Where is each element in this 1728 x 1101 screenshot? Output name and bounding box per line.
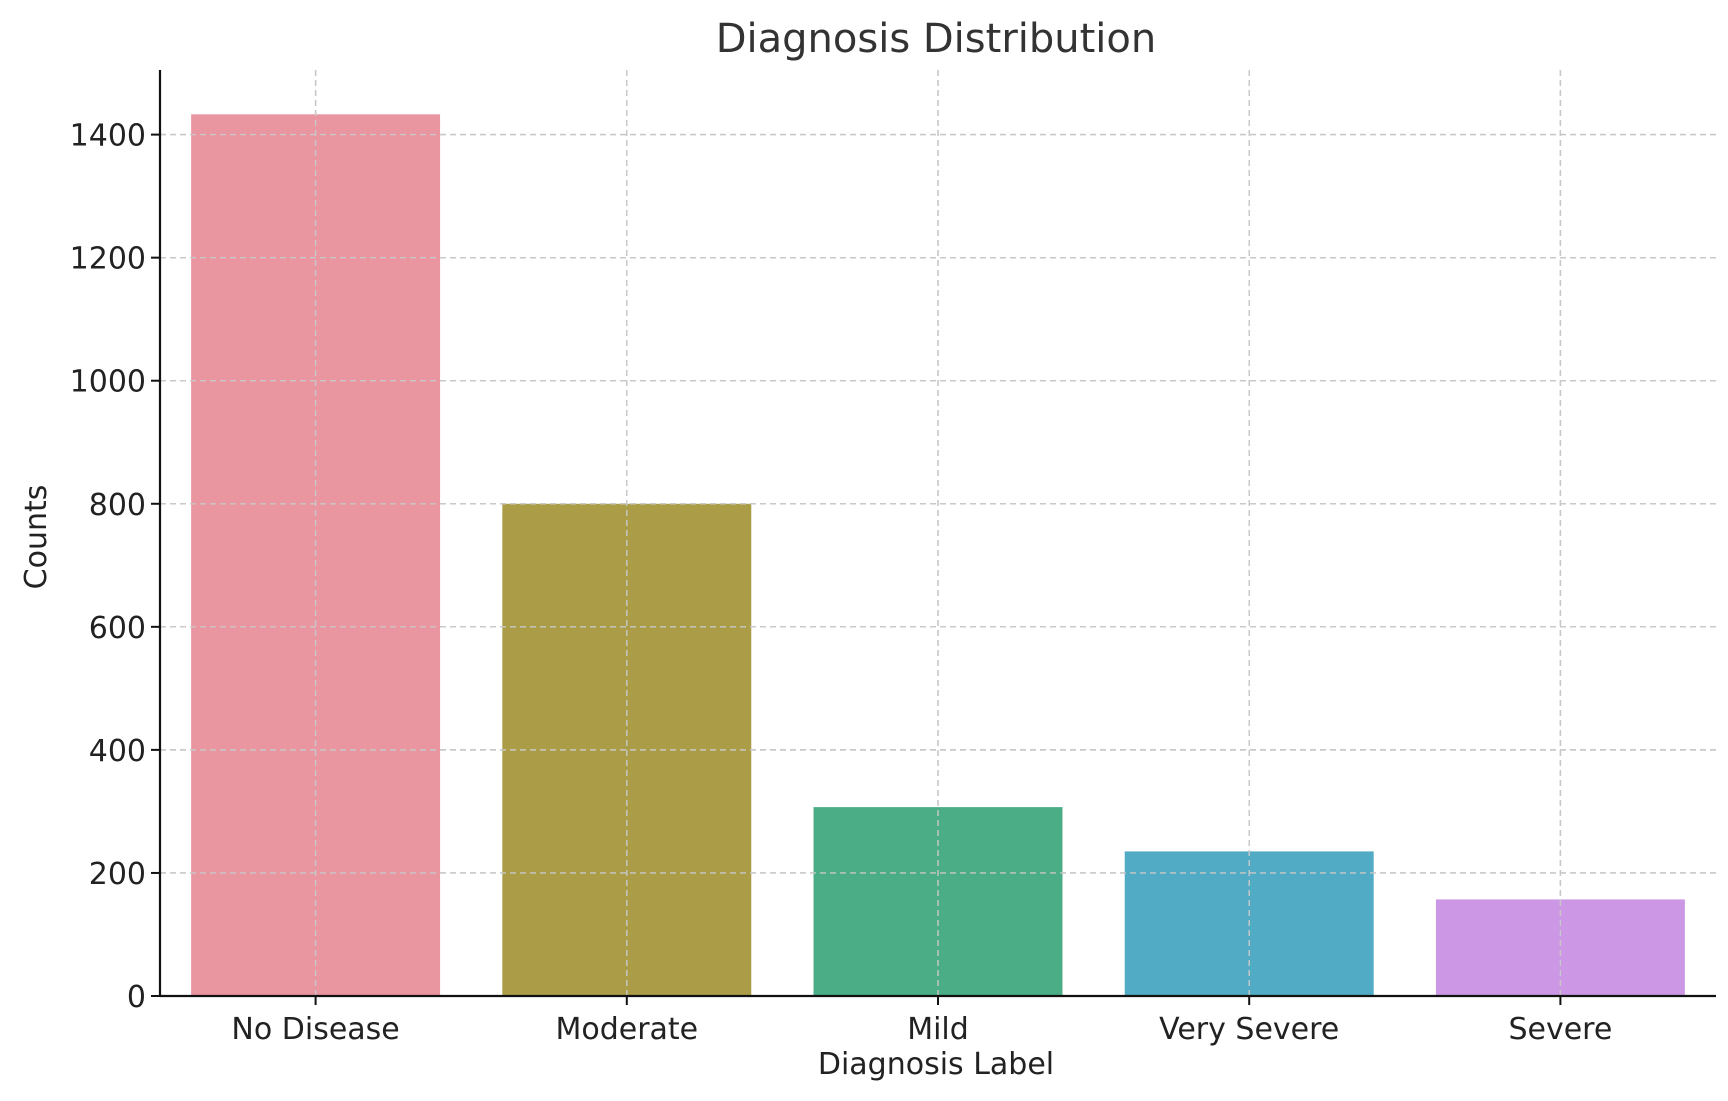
y-tick-label: 400 [89, 734, 146, 769]
x-tick-label: Mild [907, 1012, 969, 1047]
x-tick-label: Severe [1508, 1012, 1612, 1047]
x-axis-label: Diagnosis Label [818, 1047, 1054, 1082]
y-axis-label: Counts [19, 485, 54, 590]
y-tick-label: 1000 [70, 365, 146, 400]
y-tick-label: 0 [127, 980, 146, 1015]
y-tick-label: 200 [89, 857, 146, 892]
bars-layer [160, 70, 1716, 996]
x-tick-label: Moderate [555, 1012, 698, 1047]
ticks-layer: 0 200 400 600 800 1000 1200 1400 No Disease Moder… [70, 119, 1613, 1047]
chart-title: Diagnosis Distribution [716, 16, 1157, 62]
x-tick-label: No Disease [231, 1012, 399, 1047]
y-tick-label: 1200 [70, 242, 146, 277]
y-tick-label: 800 [89, 488, 146, 523]
x-tick-label: Very Severe [1159, 1012, 1339, 1047]
y-tick-label: 1400 [70, 119, 146, 154]
y-tick-label: 600 [89, 611, 146, 646]
